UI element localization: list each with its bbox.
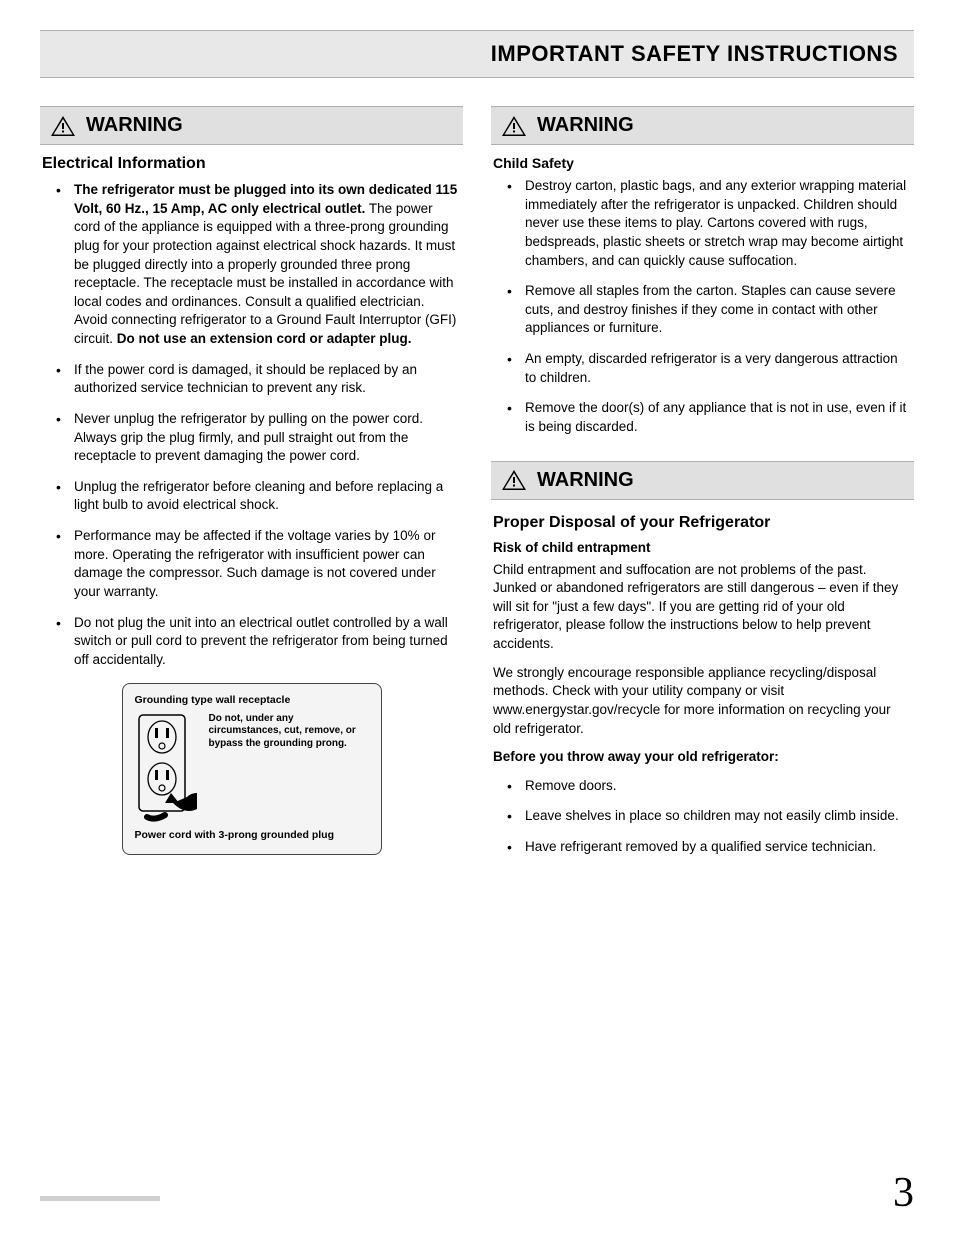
section-title-disposal: Proper Disposal of your Refrigerator: [493, 514, 914, 532]
page-header: IMPORTANT SAFETY INSTRUCTIONS: [40, 30, 914, 78]
sub-bold-risk: Risk of child entrapment: [493, 540, 914, 555]
warning-banner-electrical: WARNING: [40, 106, 463, 145]
page-number: 3: [893, 1169, 914, 1217]
electrical-bullets: The refrigerator must be plugged into it…: [40, 181, 463, 669]
bullet-item: Do not plug the unit into an electrical …: [60, 614, 459, 670]
footer-accent-bar: [40, 1196, 160, 1201]
warning-label: WARNING: [537, 469, 634, 492]
warning-label: WARNING: [537, 114, 634, 137]
section-title-electrical: Electrical Information: [42, 155, 463, 173]
bullet-item: An empty, discarded refrigerator is a ve…: [511, 350, 910, 387]
bullet-item: Performance may be affected if the volta…: [60, 527, 459, 602]
bullet-item: Unplug the refrigerator before cleaning …: [60, 478, 459, 515]
figure-bottom-caption: Power cord with 3-prong grounded plug: [135, 829, 369, 842]
page-title: IMPORTANT SAFETY INSTRUCTIONS: [56, 41, 898, 67]
bullet-bold-tail: Do not use an extension cord or adapter …: [117, 331, 412, 346]
bullet-item: If the power cord is damaged, it should …: [60, 361, 459, 398]
bullet-item: Remove all staples from the carton. Stap…: [511, 282, 910, 338]
disposal-para-2: We strongly encourage responsible applia…: [493, 664, 912, 739]
warning-banner-child-safety: WARNING: [491, 106, 914, 145]
disposal-list-lead: Before you throw away your old refrigera…: [493, 748, 912, 767]
warning-triangle-icon: [501, 469, 527, 491]
bullet-item: Never unplug the refrigerator by pulling…: [60, 410, 459, 466]
bullet-item: The refrigerator must be plugged into it…: [60, 181, 459, 349]
figure-top-caption: Grounding type wall receptacle: [135, 694, 369, 707]
warning-label: WARNING: [86, 114, 183, 137]
section-subtitle-child-safety: Child Safety: [493, 155, 914, 171]
content-columns: WARNING Electrical Information The refri…: [40, 106, 914, 869]
child-safety-bullets: Destroy carton, plastic bags, and any ex…: [491, 177, 914, 437]
bullet-item: Destroy carton, plastic bags, and any ex…: [511, 177, 910, 270]
bullet-item: Have refrigerant removed by a qualified …: [511, 838, 910, 857]
grounding-figure: Grounding type wall receptacle: [122, 683, 382, 854]
right-column: WARNING Child Safety Destroy carton, pla…: [491, 106, 914, 869]
bullet-body: The power cord of the appliance is equip…: [74, 201, 456, 346]
bullet-item: Remove doors.: [511, 777, 910, 796]
bullet-item: Remove the door(s) of any appliance that…: [511, 399, 910, 436]
disposal-para-1: Child entrapment and suffocation are not…: [493, 561, 912, 654]
figure-right-caption: Do not, under any circumstances, cut, re…: [209, 713, 369, 751]
outlet-plug-icon: [135, 713, 199, 823]
warning-triangle-icon: [50, 115, 76, 137]
left-column: WARNING Electrical Information The refri…: [40, 106, 463, 869]
disposal-bullets: Remove doors. Leave shelves in place so …: [491, 777, 914, 857]
warning-triangle-icon: [501, 115, 527, 137]
warning-banner-disposal: WARNING: [491, 461, 914, 500]
bullet-item: Leave shelves in place so children may n…: [511, 807, 910, 826]
